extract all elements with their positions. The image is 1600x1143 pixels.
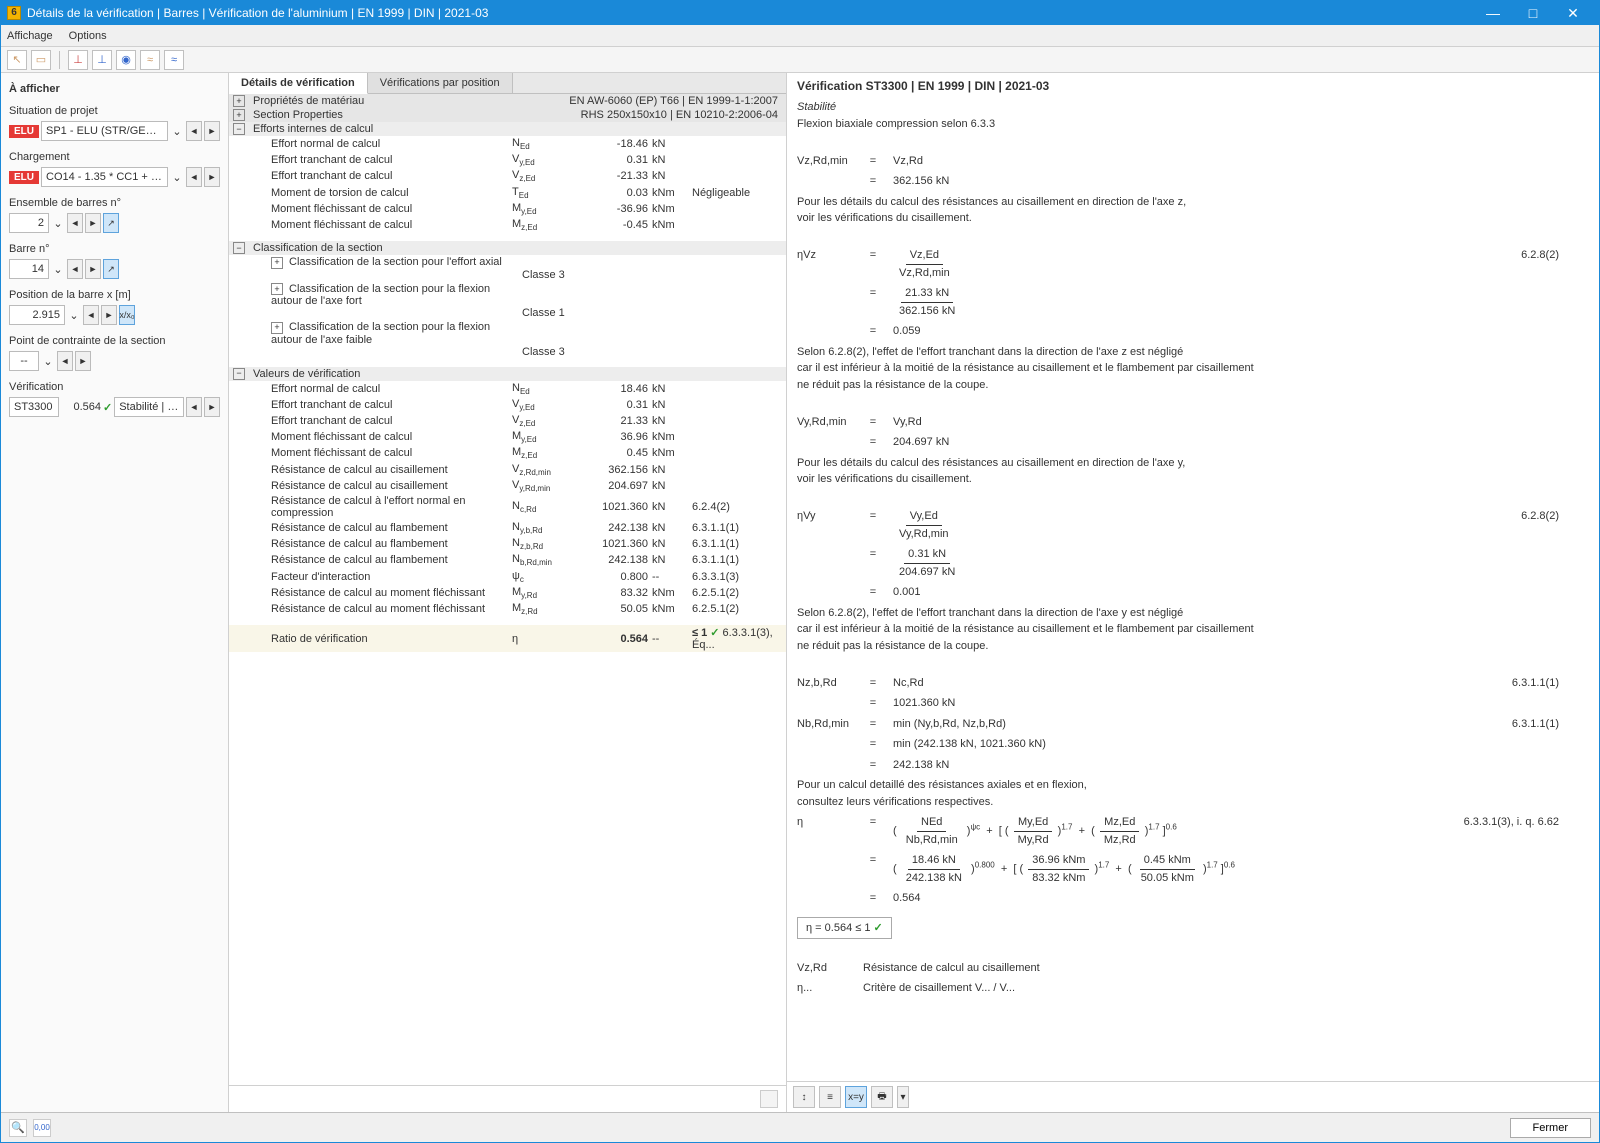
rtb-1[interactable]: ↕ (793, 1086, 815, 1108)
pos-xx0-button[interactable]: x/x₀ (119, 305, 135, 325)
pos-prev[interactable]: ◄ (83, 305, 99, 325)
menu-options[interactable]: Options (69, 30, 107, 42)
minimize-button[interactable]: ― (1473, 1, 1513, 25)
verif-check-icon: ✓ (103, 401, 112, 414)
sit-dropdown[interactable]: SP1 - ELU (STR/GEO) - Perma... (41, 121, 168, 141)
pt-value[interactable]: -- (9, 351, 39, 371)
ens-label: Ensemble de barres n° (9, 197, 220, 209)
toolbar-btn-1[interactable]: ↖ (7, 50, 27, 70)
barre-label: Barre n° (9, 243, 220, 255)
charg-dropdown-arrow[interactable]: ⌄ (170, 171, 184, 184)
verif-prev[interactable]: ◄ (186, 397, 202, 417)
charg-tag: ELU (9, 171, 39, 184)
verif-code: ST3300 (9, 397, 59, 417)
right-toolbar: ↕ ≡ x=y 🖶 ▾ (787, 1081, 1599, 1112)
rtb-3[interactable]: x=y (845, 1086, 867, 1108)
maximize-button[interactable]: □ (1513, 1, 1553, 25)
ens-value[interactable]: 2 (9, 213, 49, 233)
side-panel: À afficher Situation de projet ELU SP1 -… (1, 73, 229, 1112)
pt-dd-arrow[interactable]: ⌄ (41, 355, 55, 368)
charg-prev[interactable]: ◄ (186, 167, 202, 187)
rtb-2[interactable]: ≡ (819, 1086, 841, 1108)
charg-next[interactable]: ► (204, 167, 220, 187)
pos-dd-arrow[interactable]: ⌄ (67, 309, 81, 322)
menu-affichage[interactable]: Affichage (7, 30, 53, 42)
sit-next[interactable]: ► (204, 121, 220, 141)
right-title: Vérification ST3300 | EN 1999 | DIN | 20… (787, 73, 1599, 95)
app-icon: 6 (7, 6, 21, 20)
barre-prev[interactable]: ◄ (67, 259, 83, 279)
status-icon-1[interactable]: 🔍 (9, 1119, 27, 1137)
verif-ratio: 0.564 (61, 401, 101, 413)
menubar: Affichage Options (1, 25, 1599, 47)
barre-value[interactable]: 14 (9, 259, 49, 279)
verif-desc[interactable]: Stabilité | F... (114, 397, 184, 417)
window-title: Détails de la vérification | Barres | Vé… (27, 6, 488, 20)
tab-positions[interactable]: Vérifications par position (368, 73, 513, 93)
sit-label: Situation de projet (9, 105, 220, 117)
toolbar-btn-4[interactable]: ⊥ (92, 50, 112, 70)
mid-panel: Détails de vérification Vérifications pa… (229, 73, 787, 1112)
statusbar: 🔍 0,00 Fermer (1, 1112, 1599, 1142)
rtb-print-dd[interactable]: ▾ (897, 1086, 909, 1108)
mid-footer-icon[interactable] (760, 1090, 778, 1108)
ens-next[interactable]: ► (85, 213, 101, 233)
pos-label: Position de la barre x [m] (9, 289, 220, 301)
close-window-button[interactable]: ✕ (1553, 1, 1593, 25)
side-header: À afficher (9, 83, 220, 95)
barre-pick-icon[interactable]: ↗ (103, 259, 119, 279)
toolbar: ↖ ▭ ⊥ ⊥ ◉ ≈ ≈ (1, 47, 1599, 73)
pt-next[interactable]: ► (75, 351, 91, 371)
sit-tag: ELU (9, 125, 39, 138)
titlebar: 6 Détails de la vérification | Barres | … (1, 1, 1599, 25)
tree: +Propriétés de matériauEN AW-6060 (EP) T… (229, 94, 786, 1085)
right-panel: Vérification ST3300 | EN 1999 | DIN | 20… (787, 73, 1599, 1112)
charg-dropdown[interactable]: CO14 - 1.35 * CC1 + 1.50 * C... (41, 167, 168, 187)
pt-prev[interactable]: ◄ (57, 351, 73, 371)
pt-label: Point de contrainte de la section (9, 335, 220, 347)
tabs: Détails de vérification Vérifications pa… (229, 73, 786, 94)
sit-dropdown-arrow[interactable]: ⌄ (170, 125, 184, 138)
verif-next[interactable]: ► (204, 397, 220, 417)
pos-value[interactable]: 2.915 (9, 305, 65, 325)
status-icon-2[interactable]: 0,00 (33, 1119, 51, 1137)
rtb-print-icon[interactable]: 🖶 (871, 1086, 893, 1108)
tab-details[interactable]: Détails de vérification (229, 73, 368, 94)
toolbar-btn-6[interactable]: ≈ (140, 50, 160, 70)
ens-pick-icon[interactable]: ↗ (103, 213, 119, 233)
sit-prev[interactable]: ◄ (186, 121, 202, 141)
right-body: Stabilité Flexion biaxiale compression s… (787, 95, 1599, 1081)
barre-next[interactable]: ► (85, 259, 101, 279)
toolbar-btn-7[interactable]: ≈ (164, 50, 184, 70)
toolbar-btn-3[interactable]: ⊥ (68, 50, 88, 70)
toolbar-btn-2[interactable]: ▭ (31, 50, 51, 70)
ens-dd-arrow[interactable]: ⌄ (51, 217, 65, 230)
ens-prev[interactable]: ◄ (67, 213, 83, 233)
close-button[interactable]: Fermer (1510, 1118, 1591, 1138)
toolbar-btn-5[interactable]: ◉ (116, 50, 136, 70)
barre-dd-arrow[interactable]: ⌄ (51, 263, 65, 276)
verif-label: Vérification (9, 381, 220, 393)
charg-label: Chargement (9, 151, 220, 163)
pos-next[interactable]: ► (101, 305, 117, 325)
